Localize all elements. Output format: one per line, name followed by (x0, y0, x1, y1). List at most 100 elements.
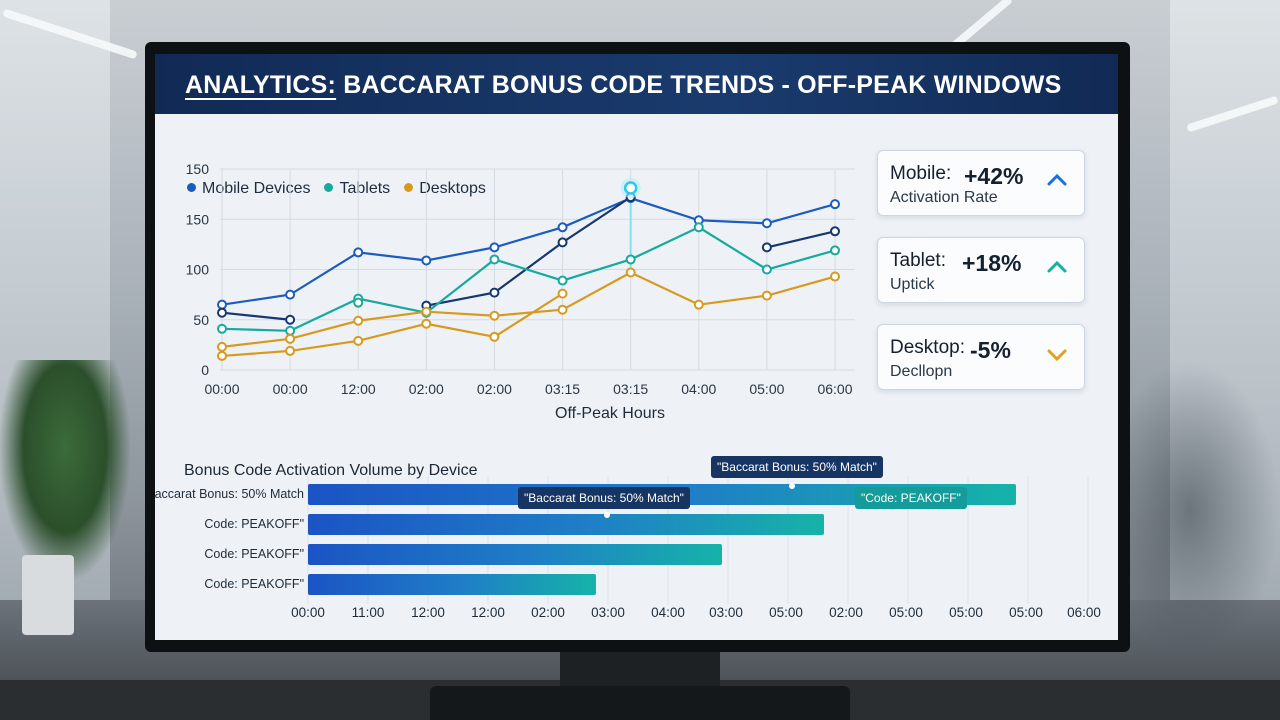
highlight-marker (623, 181, 638, 195)
chevron-up-icon (1047, 173, 1067, 186)
series-line (766, 230, 836, 249)
y-tick-label: 100 (186, 262, 210, 278)
stat-value: -5% (970, 337, 1011, 363)
plant (0, 360, 130, 580)
bar-x-tick-label: 04:00 (651, 605, 685, 620)
y-tick-label: 150 (186, 161, 210, 177)
bar-x-tick-label: 05:00 (889, 605, 923, 620)
y-tick-label: 150 (186, 211, 210, 227)
callout-pointer (604, 512, 610, 518)
bar-category-label: Code: PEAKOFF" (204, 547, 304, 561)
bar-x-tick-label: 02:00 (531, 605, 565, 620)
stat-sub: Activation Rate (890, 189, 998, 206)
data-point (353, 247, 364, 258)
x-tick-label: 03:15 (613, 381, 648, 397)
data-point (489, 242, 500, 253)
title-rest: BACCARAT BONUS CODE TRENDS - OFF-PEAK WI… (336, 71, 1062, 99)
data-point (421, 255, 432, 266)
legend-label: Mobile Devices (202, 180, 311, 197)
series-line (221, 292, 564, 358)
data-point (693, 299, 704, 310)
x-tick-label: 03:15 (545, 381, 580, 397)
data-point (830, 199, 840, 210)
data-point (761, 264, 772, 275)
data-point (557, 237, 568, 248)
chevron-down-icon (1047, 349, 1067, 362)
data-point (557, 288, 568, 299)
data-point (693, 222, 704, 233)
dashboard-screen: ANALYTICS: BACCARAT BONUS CODE TRENDS - … (155, 54, 1118, 640)
x-tick-label: 04:00 (681, 381, 716, 397)
bar-x-tick-label: 12:00 (471, 605, 505, 620)
data-point (557, 222, 568, 233)
monitor: ANALYTICS: BACCARAT BONUS CODE TRENDS - … (145, 42, 1130, 652)
data-point (489, 254, 500, 265)
legend-dot (324, 183, 334, 192)
bar-category-label: Baccarat Bonus: 50% Match (155, 487, 304, 501)
bar-x-tick-label: 03:00 (591, 605, 625, 620)
bar-x-tick-label: 05:00 (769, 605, 803, 620)
x-tick-label: 00:00 (273, 381, 308, 397)
bar (308, 544, 722, 565)
stat-label: Desktop: (890, 337, 965, 358)
data-point (353, 315, 364, 326)
data-point (217, 341, 227, 352)
series-line (221, 226, 836, 332)
page-title: ANALYTICS: BACCARAT BONUS CODE TRENDS - … (185, 71, 1061, 100)
x-tick-label: 02:00 (477, 381, 512, 397)
bar-x-tick-label: 11:00 (352, 605, 385, 620)
x-axis-label: Off-Peak Hours (555, 405, 665, 422)
x-tick-label: 02:00 (409, 381, 444, 397)
data-point (830, 245, 840, 256)
data-point (285, 345, 296, 356)
bar-callout: "Code: PEAKOFF" (855, 487, 967, 509)
bar-x-tick-label: 12:00 (411, 605, 445, 620)
data-point (353, 297, 364, 308)
title-bar: ANALYTICS: BACCARAT BONUS CODE TRENDS - … (155, 54, 1118, 114)
bar-callout: "Baccarat Bonus: 50% Match" (518, 487, 690, 509)
x-tick-label: 06:00 (817, 381, 852, 397)
bar (308, 514, 824, 535)
data-point (285, 325, 296, 336)
legend-item-mobile[interactable]: Mobile Devices (187, 180, 310, 198)
bar-x-tick-label: 02:00 (829, 605, 863, 620)
stat-card-tablet[interactable]: Tablet: +18% Uptick (877, 237, 1085, 303)
data-point (217, 307, 227, 318)
series-line (221, 196, 836, 306)
bar-category-label: Code: PEAKOFF" (204, 517, 304, 531)
data-point (489, 287, 500, 298)
stat-card-mobile[interactable]: Mobile: +42% Activation Rate (877, 150, 1085, 216)
data-point (625, 267, 636, 278)
bar-callout: "Baccarat Bonus: 50% Match" (711, 456, 883, 478)
monitor-stand (560, 650, 720, 690)
x-tick-label: 05:00 (749, 381, 784, 397)
stat-label: Mobile: (890, 163, 952, 184)
bar-x-tick-label: 06:00 (1067, 605, 1101, 620)
callout-pointer (789, 483, 795, 489)
chevron-up-icon (1047, 260, 1067, 273)
bar-x-tick-label: 00:00 (291, 605, 325, 620)
legend-item-desktops[interactable]: Desktops (404, 180, 486, 198)
y-tick-label: 0 (201, 362, 209, 378)
data-point (830, 226, 840, 237)
series-line (221, 311, 291, 321)
bar-chart-title: Bonus Code Activation Volume by Device (184, 462, 478, 479)
legend-item-tablets[interactable]: Tablets (324, 180, 390, 198)
series-line (221, 271, 836, 348)
data-point (421, 318, 432, 329)
data-point (285, 289, 296, 300)
data-point (353, 335, 364, 346)
data-point (761, 242, 772, 253)
legend-label: Desktops (419, 180, 486, 197)
y-tick-label: 50 (193, 312, 209, 328)
bar-x-tick-label: 05:00 (1009, 605, 1043, 620)
data-point (557, 304, 568, 315)
series-line (426, 196, 632, 307)
x-tick-label: 12:00 (341, 381, 376, 397)
title-prefix: ANALYTICS: (185, 71, 337, 99)
bar-category-label: Code: PEAKOFF" (204, 577, 304, 591)
data-point (761, 290, 772, 301)
data-point (217, 350, 227, 361)
legend-dot (187, 183, 196, 192)
stat-card-desktop[interactable]: Desktop: -5% Decllopn (877, 324, 1085, 390)
